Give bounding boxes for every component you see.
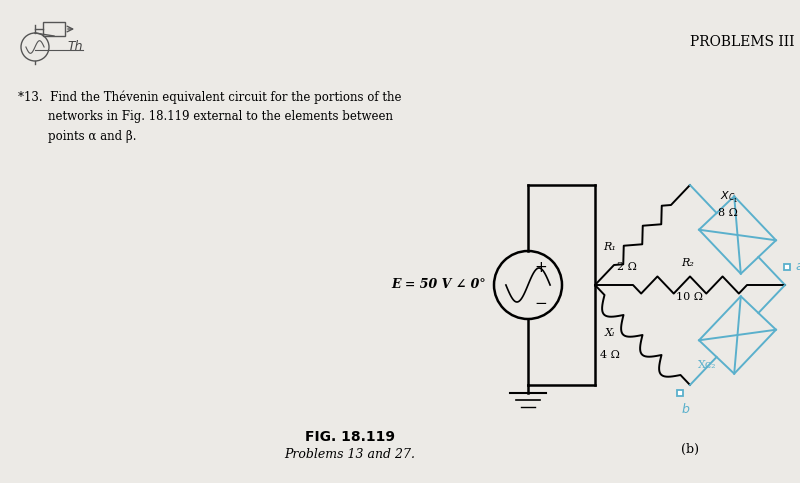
Text: networks in Fig. 18.119 external to the elements between: networks in Fig. 18.119 external to the …: [18, 110, 393, 123]
Text: (b): (b): [681, 443, 699, 456]
Bar: [43, 22, 65, 36]
Text: R₂: R₂: [682, 258, 694, 268]
Text: +: +: [534, 259, 546, 274]
Text: Xᴄ₂: Xᴄ₂: [698, 360, 717, 370]
Text: 2 Ω: 2 Ω: [617, 262, 637, 272]
Text: *13.  Find the Thévenin equivalent circuit for the portions of the: *13. Find the Thévenin equivalent circui…: [18, 90, 402, 103]
Text: PROBLEMS III: PROBLEMS III: [690, 35, 795, 49]
Text: Xₗ: Xₗ: [605, 328, 616, 338]
Text: R₁: R₁: [603, 242, 616, 252]
Text: 8 Ω: 8 Ω: [718, 208, 738, 218]
Text: 10 Ω: 10 Ω: [677, 292, 703, 302]
Text: points α and β.: points α and β.: [18, 130, 137, 143]
Text: E = 50 V ∠ 0°: E = 50 V ∠ 0°: [391, 279, 486, 292]
Text: −: −: [534, 296, 546, 311]
Text: b: b: [682, 403, 690, 416]
Text: 4 Ω: 4 Ω: [600, 350, 620, 360]
Text: a: a: [795, 260, 800, 273]
Text: Problems 13 and 27.: Problems 13 and 27.: [285, 448, 415, 461]
Text: FIG. 18.119: FIG. 18.119: [305, 430, 395, 444]
Text: Th: Th: [67, 40, 82, 53]
Text: $X_{C_1}$: $X_{C_1}$: [720, 189, 738, 204]
